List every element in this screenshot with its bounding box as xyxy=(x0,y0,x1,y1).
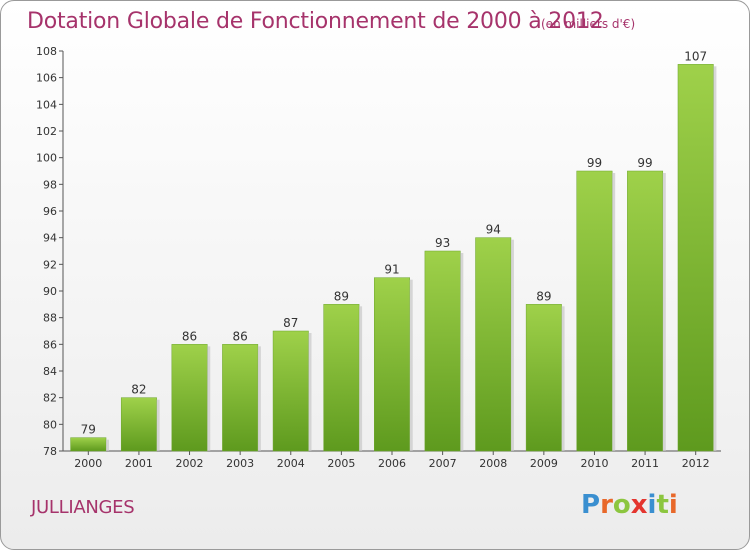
bar-shadow xyxy=(359,306,363,451)
data-label: 87 xyxy=(283,316,298,330)
y-tick-label: 96 xyxy=(43,205,57,218)
bar-shadow xyxy=(257,346,261,451)
logo-letter: i xyxy=(647,490,657,520)
x-tick-label: 2002 xyxy=(176,457,204,470)
town-name: JULLIANGES xyxy=(31,497,135,518)
bar-shadow xyxy=(662,173,666,451)
y-tick-label: 104 xyxy=(36,98,57,111)
data-label: 82 xyxy=(131,383,146,397)
y-tick-label: 94 xyxy=(43,232,57,245)
logo-letter: x xyxy=(630,490,648,520)
y-tick-label: 82 xyxy=(43,392,57,405)
x-tick-label: 2012 xyxy=(682,457,710,470)
proxiti-logo: Proxiti xyxy=(581,490,678,520)
data-label: 93 xyxy=(435,236,450,250)
x-tick-label: 2010 xyxy=(580,457,608,470)
data-label: 86 xyxy=(233,329,248,343)
chart-title: Dotation Globale de Fonctionnement de 20… xyxy=(27,9,604,34)
x-tick-label: 2005 xyxy=(327,457,355,470)
bar-shadow xyxy=(106,439,110,451)
x-tick-label: 2009 xyxy=(530,457,558,470)
y-tick-label: 106 xyxy=(36,72,57,85)
chart-subtitle: (en milliers d'€) xyxy=(541,17,636,31)
y-tick-label: 90 xyxy=(43,285,57,298)
data-label: 94 xyxy=(486,223,501,237)
y-tick-label: 80 xyxy=(43,418,57,431)
logo-letter: P xyxy=(581,490,601,520)
data-label: 86 xyxy=(182,329,197,343)
y-tick-label: 102 xyxy=(36,125,57,138)
bar-shadow xyxy=(460,253,464,451)
x-tick-label: 2004 xyxy=(277,457,305,470)
y-tick-label: 86 xyxy=(43,338,57,351)
bar-shadow xyxy=(510,239,514,451)
bar-shadow xyxy=(308,333,312,451)
bar xyxy=(171,344,208,452)
bar-shadow xyxy=(207,346,211,451)
data-label: 79 xyxy=(81,423,96,437)
bar xyxy=(677,64,714,452)
x-tick-label: 2011 xyxy=(631,457,659,470)
logo-letter: o xyxy=(612,490,631,520)
x-tick-label: 2008 xyxy=(479,457,507,470)
bar xyxy=(70,437,107,452)
data-label: 107 xyxy=(684,49,707,63)
x-tick-label: 2000 xyxy=(74,457,102,470)
y-tick-label: 78 xyxy=(43,445,57,458)
logo-letter: i xyxy=(668,490,678,520)
y-tick-label: 84 xyxy=(43,365,57,378)
bar-shadow xyxy=(713,66,717,451)
bar xyxy=(424,250,461,452)
bar-shadow xyxy=(561,306,565,451)
bar xyxy=(475,237,512,452)
bar xyxy=(627,170,664,452)
bar xyxy=(525,304,562,452)
data-label: 89 xyxy=(334,289,349,303)
data-label: 99 xyxy=(637,156,652,170)
bar xyxy=(576,170,613,452)
x-tick-label: 2001 xyxy=(125,457,153,470)
bar xyxy=(323,304,360,452)
bar xyxy=(222,344,259,452)
y-tick-label: 98 xyxy=(43,178,57,191)
bar-shadow xyxy=(156,399,160,451)
logo-letter: r xyxy=(600,490,613,520)
data-label: 89 xyxy=(536,289,551,303)
bar-shadow xyxy=(409,279,413,451)
bar xyxy=(120,397,157,452)
logo-letter: t xyxy=(656,490,669,520)
bar xyxy=(374,277,410,452)
bar xyxy=(272,330,309,452)
y-tick-label: 108 xyxy=(36,45,57,58)
y-tick-label: 92 xyxy=(43,258,57,271)
bar-shadow xyxy=(612,173,616,451)
x-tick-label: 2006 xyxy=(378,457,406,470)
y-tick-label: 100 xyxy=(36,152,57,165)
x-tick-label: 2007 xyxy=(429,457,457,470)
x-tick-label: 2003 xyxy=(226,457,254,470)
y-tick-label: 88 xyxy=(43,312,57,325)
data-label: 99 xyxy=(587,156,602,170)
data-label: 91 xyxy=(384,263,399,277)
